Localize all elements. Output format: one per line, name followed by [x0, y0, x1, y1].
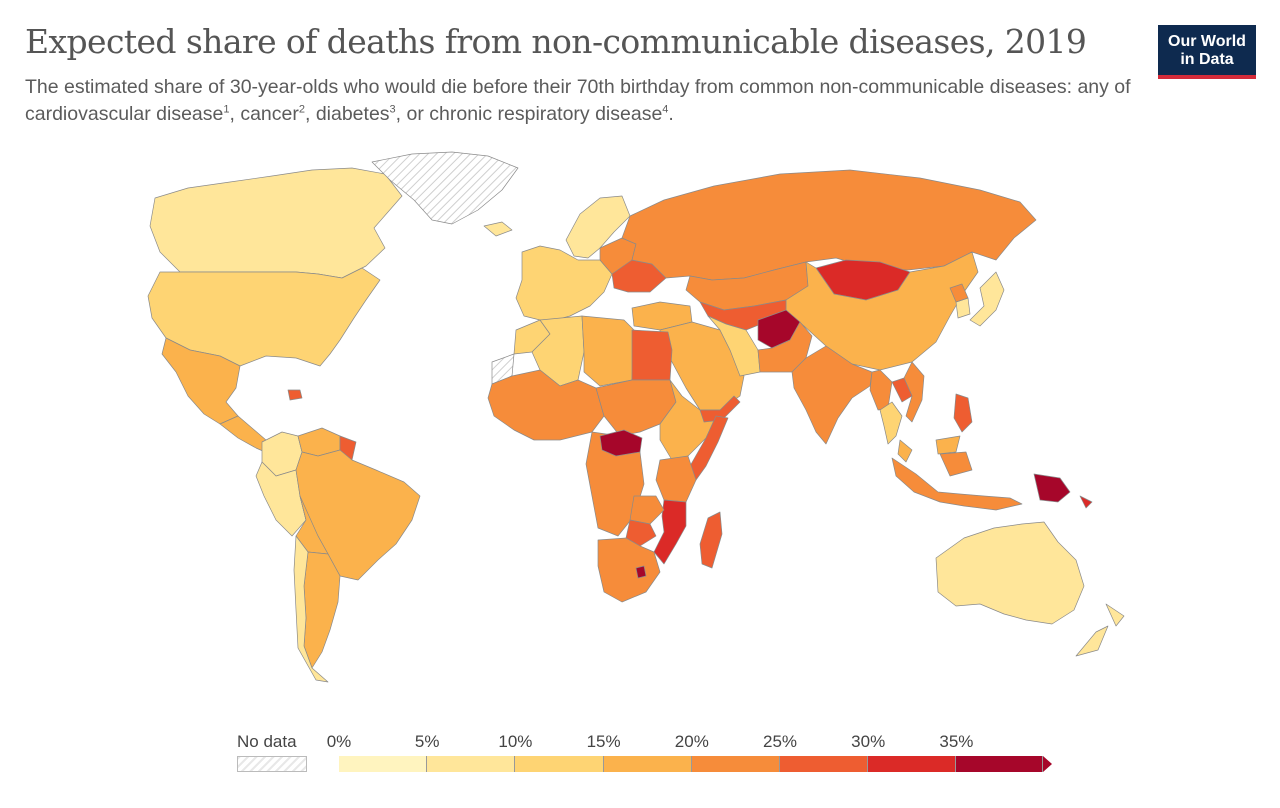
legend-bin-7[interactable] — [956, 756, 1043, 772]
legend-tick-label: 30% — [851, 732, 886, 751]
legend-bin-1[interactable] — [427, 756, 516, 772]
region-western-europe[interactable]: Western Europe — [515, 245, 613, 323]
region-peru[interactable]: Peru — [255, 461, 307, 537]
region-vietnam[interactable]: Vietnam — [903, 361, 925, 423]
world-map[interactable]: CanadaUnited StatesMexicoCentral America… — [0, 140, 1280, 700]
chart-subtitle: The estimated share of 30-year-olds who … — [25, 76, 1131, 125]
region-japan[interactable]: Japan — [969, 271, 1005, 327]
region-philippines[interactable]: Philippines — [953, 393, 973, 433]
region-indonesia[interactable]: Indonesia — [891, 451, 1023, 511]
region-india[interactable]: India — [791, 345, 873, 445]
owid-logo[interactable]: Our World in Data — [1158, 25, 1256, 79]
region-solomon-islands[interactable]: Solomon Islands — [1079, 495, 1093, 509]
region-chile[interactable]: Chile — [293, 535, 329, 683]
region-papua-new-guinea[interactable]: Papua New Guinea — [1033, 473, 1071, 503]
legend-bin-6[interactable] — [868, 756, 957, 772]
region-central-african-republic[interactable]: Central African Republic — [599, 429, 643, 457]
region-egypt[interactable]: Egypt — [631, 329, 673, 381]
logo-line-2: in Data — [1180, 51, 1234, 68]
legend-bin-3[interactable] — [603, 756, 692, 772]
legend-bin-0[interactable] — [339, 756, 428, 772]
region-north-korea[interactable]: North Korea — [949, 283, 969, 303]
region-madagascar[interactable]: Madagascar — [699, 511, 723, 569]
region-iceland[interactable]: Iceland — [483, 221, 513, 237]
legend-tick-label: 25% — [762, 732, 798, 751]
legend-no-data-swatch[interactable] — [237, 756, 307, 772]
logo-line-1: Our World — [1168, 33, 1246, 50]
region-australia[interactable]: Australia — [935, 521, 1085, 625]
region-new-zealand[interactable]: New Zealand — [1075, 603, 1125, 657]
region-mozambique[interactable]: Mozambique — [653, 499, 687, 565]
region-malaysia[interactable]: Malaysia — [897, 435, 961, 463]
legend-tick-label: 20% — [674, 732, 709, 751]
region-nordic-countries[interactable]: Nordic countries — [565, 195, 631, 259]
region-zambia[interactable]: Zambia — [629, 495, 665, 525]
region-zimbabwe[interactable]: Zimbabwe — [625, 519, 657, 547]
legend-bin-2[interactable] — [515, 756, 604, 772]
region-greenland[interactable]: Greenland — [371, 151, 519, 225]
legend-tick-label: 5% — [414, 732, 440, 751]
legend-open-end-arrow — [1042, 756, 1052, 772]
legend-tick-label: 15% — [586, 732, 621, 751]
region-tanzania[interactable]: Tanzania — [655, 455, 697, 503]
logo-accent-bar — [1158, 75, 1256, 79]
region-haiti[interactable]: Haiti — [287, 389, 303, 401]
region-south-africa[interactable]: South Africa — [597, 537, 661, 603]
region-lesotho[interactable]: Lesotho — [635, 565, 647, 579]
legend-bin-5[interactable] — [780, 756, 869, 772]
legend-tick-label: 10% — [498, 732, 533, 751]
legend-bin-4[interactable] — [691, 756, 780, 772]
region-canada[interactable]: Canada — [149, 167, 403, 279]
legend-no-data-label: No data — [237, 732, 297, 751]
region-russia[interactable]: Russia — [621, 169, 1037, 281]
region-argentina[interactable]: Argentina — [303, 551, 341, 669]
region-libya[interactable]: Libya — [581, 315, 635, 387]
chart-title: Expected share of deaths from non-commun… — [25, 22, 1087, 61]
color-legend: No data 0% 5% 10% 15% 20% 25% 30% 35% — [0, 728, 1280, 808]
region-yemen[interactable]: Yemen — [699, 395, 741, 423]
region-thailand[interactable]: Thailand — [879, 401, 903, 445]
legend-tick-label: 0% — [326, 732, 352, 751]
region-west-africa[interactable]: West Africa — [487, 369, 605, 441]
region-laos[interactable]: Laos — [891, 377, 913, 403]
legend-tick-label: 35% — [939, 732, 974, 751]
region-somalia[interactable]: Somalia — [689, 415, 729, 481]
